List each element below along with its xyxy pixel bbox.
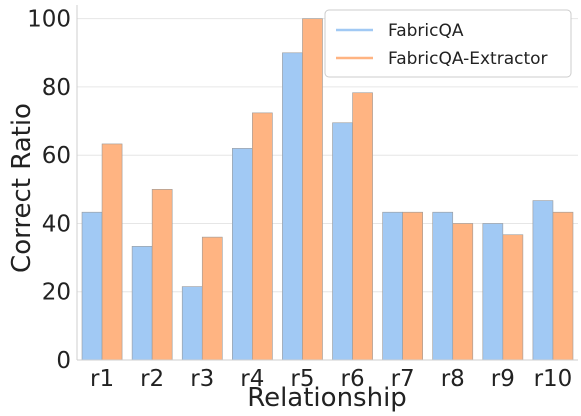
- legend-label-fabricqa: FabricQA: [388, 21, 464, 41]
- x-tick-labels: r1 r2 r3 r4 r5 r6 r7 r8 r9 r10: [90, 366, 572, 392]
- bar-fabricqa-r3: [181, 286, 203, 361]
- y-tick-label: 100: [27, 7, 71, 33]
- y-tick-label: 60: [42, 143, 71, 169]
- x-tick-label: r9: [491, 366, 515, 392]
- bar-fabricqa-r10: [532, 200, 554, 361]
- y-tick-label: 40: [42, 211, 71, 237]
- x-tick-label: r10: [534, 366, 573, 392]
- bar-fabricqa-extractor-r10: [552, 211, 574, 361]
- y-tick-label: 0: [56, 348, 71, 374]
- x-tick-label: r3: [190, 366, 214, 392]
- bar-fabricqa-r1: [81, 211, 103, 361]
- bar-fabricqa-extractor-r6: [352, 92, 373, 361]
- bar-fabricqa-extractor-r7: [402, 211, 423, 361]
- legend-label-fabricqa-extractor: FabricQA-Extractor: [388, 49, 548, 69]
- bar-fabricqa-extractor-r1: [101, 143, 123, 361]
- x-tick-label: r7: [391, 366, 415, 392]
- y-tick-label: 80: [42, 75, 71, 101]
- x-axis-title: Relationship: [247, 383, 407, 413]
- x-tick-label: r5: [290, 366, 314, 392]
- y-axis-title: Correct Ratio: [7, 103, 37, 273]
- x-tick-label: r1: [90, 366, 114, 392]
- bar-fabricqa-extractor-r5: [302, 18, 323, 361]
- bars: [81, 18, 574, 361]
- bar-fabricqa-extractor-r8: [452, 223, 474, 361]
- bar-fabricqa-r9: [482, 223, 504, 361]
- legend-box: [324, 9, 572, 78]
- x-tick-label: r8: [441, 366, 465, 392]
- bar-fabricqa-r5: [282, 52, 303, 361]
- bar-fabricqa-r6: [332, 122, 353, 361]
- x-tick-label: r2: [140, 366, 164, 392]
- plot-frame: [76, 5, 578, 361]
- x-tick-label: r4: [240, 366, 264, 392]
- legend: FabricQA FabricQA-Extractor: [324, 9, 572, 78]
- bar-fabricqa-r4: [232, 148, 253, 361]
- bar-fabricqa-extractor-r2: [151, 189, 173, 361]
- bar-fabricqa-extractor-r9: [502, 234, 524, 361]
- x-tick-label: r6: [341, 366, 365, 392]
- bar-fabricqa-r8: [432, 211, 454, 361]
- bar-fabricqa-extractor-r3: [201, 236, 223, 361]
- y-tick-labels: 0 20 40 60 80 100: [27, 7, 71, 374]
- y-tick-label: 20: [42, 280, 71, 306]
- bar-fabricqa-extractor-r4: [252, 112, 273, 361]
- bar-fabricqa-r7: [382, 211, 403, 361]
- bar-fabricqa-r2: [131, 246, 153, 361]
